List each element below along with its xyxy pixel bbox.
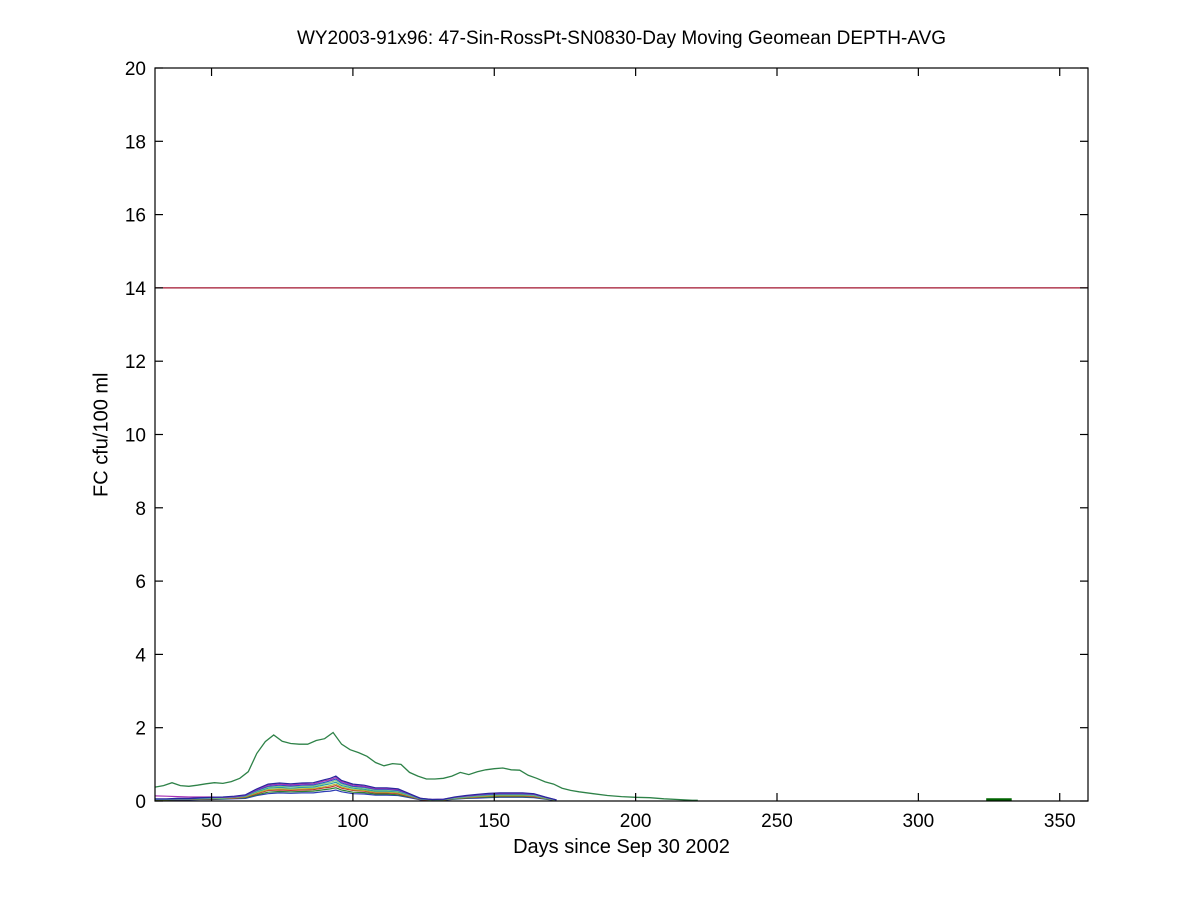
y-tick-label: 8 [135,499,146,520]
y-tick-label: 16 [125,206,146,227]
y-tick-label: 18 [125,132,146,153]
x-tick-label: 350 [1044,811,1076,832]
y-tick-label: 12 [125,352,146,373]
x-tick-label: 200 [620,811,652,832]
x-tick-label: 300 [903,811,935,832]
y-tick-label: 14 [125,279,147,300]
y-tick-label: 10 [125,426,146,447]
y-tick-label: 6 [135,572,146,593]
y-tick-label: 20 [125,59,146,80]
geomean-upper-envelope-line [154,731,698,801]
y-tick-label: 2 [135,719,146,740]
x-tick-label: 250 [761,811,793,832]
scenario-navy-line [155,775,557,801]
x-tick-label: 50 [201,811,222,832]
x-tick-label: 100 [337,811,369,832]
x-tick-label: 150 [478,811,510,832]
chart-title: WY2003-91x96: 47-Sin-RossPt-SN0830-Day M… [296,28,947,49]
axes-box [154,67,1089,802]
x-axis-label: Days since Sep 30 2002 [513,836,730,858]
y-tick-label: 0 [135,792,146,813]
y-tick-label: 4 [135,645,146,666]
